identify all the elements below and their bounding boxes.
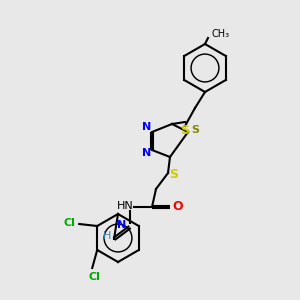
Text: N: N <box>117 220 127 230</box>
Text: Cl: Cl <box>88 272 100 282</box>
Text: HN: HN <box>117 201 134 211</box>
Text: S: S <box>191 125 199 135</box>
Text: N: N <box>142 122 152 132</box>
Text: Cl: Cl <box>63 218 75 228</box>
Text: H: H <box>103 231 111 241</box>
Text: CH₃: CH₃ <box>211 29 229 39</box>
Text: S: S <box>181 124 190 136</box>
Text: S: S <box>169 169 178 182</box>
Text: O: O <box>173 200 183 214</box>
Text: N: N <box>142 148 152 158</box>
